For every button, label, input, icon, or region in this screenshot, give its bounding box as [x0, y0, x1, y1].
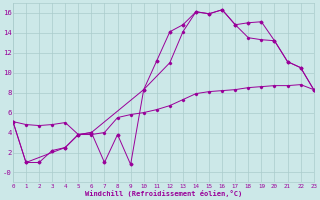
X-axis label: Windchill (Refroidissement éolien,°C): Windchill (Refroidissement éolien,°C)	[85, 190, 242, 197]
